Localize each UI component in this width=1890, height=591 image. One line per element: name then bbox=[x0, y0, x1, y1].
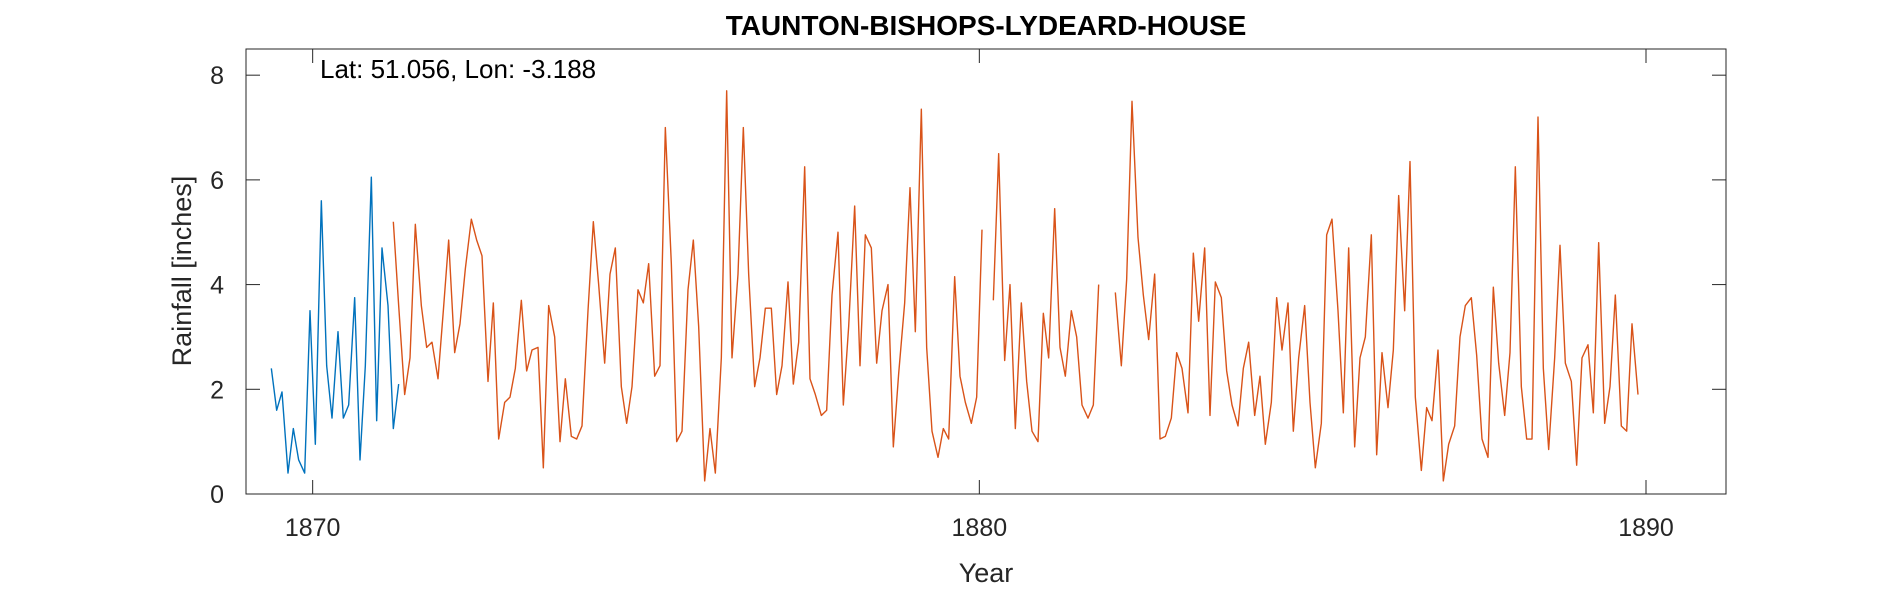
y-tick-label: 2 bbox=[210, 376, 224, 404]
plot-background bbox=[246, 49, 1726, 494]
x-tick-label: 1870 bbox=[285, 514, 341, 542]
y-axis-label: Rainfall [inches] bbox=[167, 176, 197, 367]
tick-layer: 1870 1880 1890 0 2 4 6 8 bbox=[210, 49, 1726, 542]
y-tick-label: 0 bbox=[210, 481, 224, 509]
y-tick-label: 4 bbox=[210, 272, 224, 300]
location-annotation: Lat: 51.056, Lon: -3.188 bbox=[320, 54, 596, 84]
y-tick-label: 8 bbox=[210, 62, 224, 90]
y-tick-label: 6 bbox=[210, 167, 224, 195]
series-line-1 bbox=[270, 176, 400, 474]
chart-title: TAUNTON-BISHOPS-LYDEARD-HOUSE bbox=[726, 10, 1247, 41]
x-tick-label: 1890 bbox=[1618, 514, 1674, 542]
x-axis-label: Year bbox=[959, 558, 1014, 588]
plot-frame bbox=[245, 48, 1727, 495]
series-layer bbox=[270, 90, 1639, 482]
x-tick-label: 1880 bbox=[952, 514, 1008, 542]
series-line-2 bbox=[392, 90, 1639, 482]
